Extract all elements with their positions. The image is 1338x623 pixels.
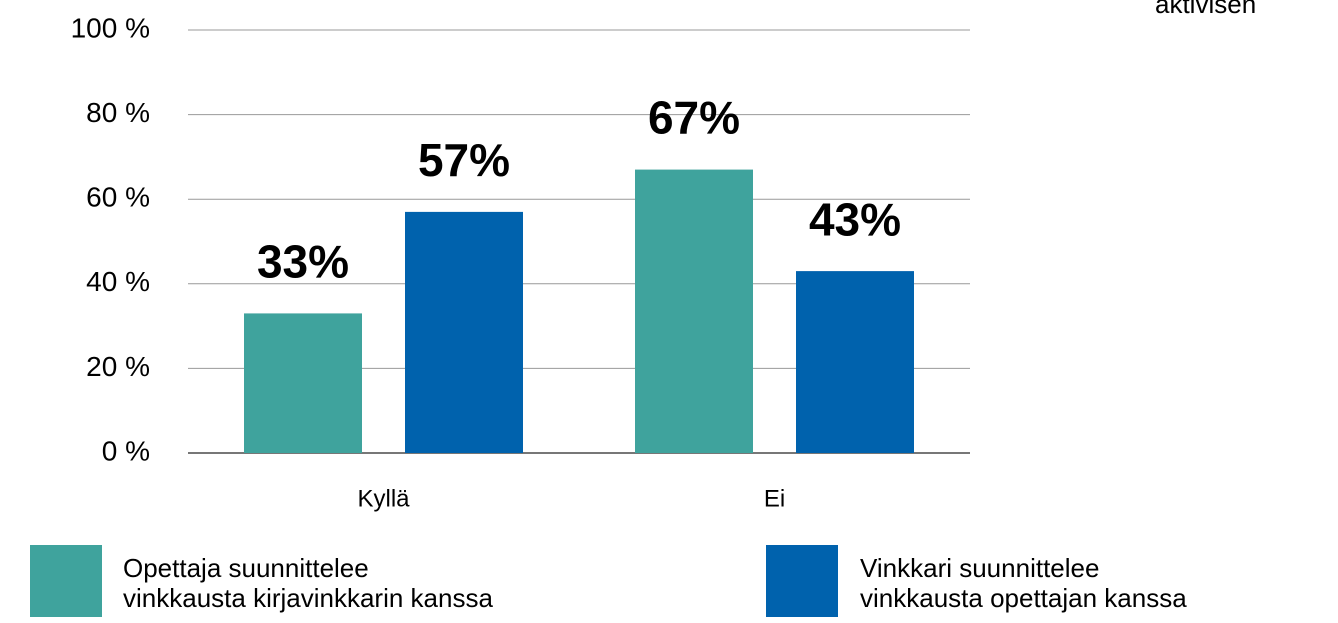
legend-label: Opettaja suunnittelee vinkkausta kirjavi…	[123, 553, 493, 613]
x-tick-label: Kyllä	[357, 485, 410, 512]
data-label: 57%	[418, 134, 510, 186]
bar	[405, 211, 523, 453]
y-tick-label: 20 %	[86, 351, 150, 382]
y-tick-label: 60 %	[86, 182, 150, 213]
bar	[635, 169, 753, 453]
legend-label: Vinkkari suunnittelee vinkkausta opettaj…	[860, 553, 1187, 613]
y-tick-label: 80 %	[86, 97, 150, 128]
bar	[796, 271, 914, 453]
chart-title: aktivisen	[1155, 0, 1256, 19]
x-tick-label: Ei	[764, 485, 785, 512]
data-label: 67%	[648, 92, 740, 144]
y-tick-label: 0 %	[102, 435, 150, 466]
legend-swatch	[766, 545, 838, 617]
data-label: 33%	[257, 236, 349, 288]
legend-swatch	[30, 545, 102, 617]
y-tick-label: 100 %	[71, 12, 150, 43]
bar	[244, 313, 362, 453]
data-label: 43%	[809, 193, 901, 245]
y-tick-label: 40 %	[86, 266, 150, 297]
